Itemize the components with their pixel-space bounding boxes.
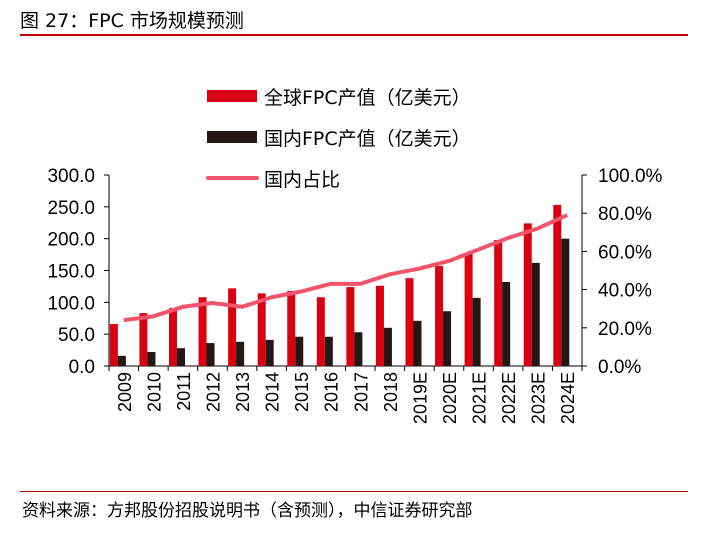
- bar-domestic: [324, 336, 333, 366]
- bar-domestic: [383, 327, 392, 366]
- right-tick-label: 20.0%: [598, 319, 652, 340]
- x-tick-label: 2011: [174, 372, 194, 411]
- bar-global: [435, 266, 444, 366]
- x-tick-label: 2016: [322, 372, 342, 412]
- bar-global: [228, 288, 237, 366]
- bar-global: [346, 287, 355, 366]
- legend-label-share: 国内占比: [264, 169, 340, 191]
- bar-domestic: [176, 348, 185, 366]
- x-tick-label: 2014: [263, 372, 283, 412]
- right-tick-label: 80.0%: [598, 204, 652, 225]
- x-tick-label: 2015: [292, 372, 312, 412]
- bar-domestic: [443, 311, 452, 366]
- bar-domestic: [147, 351, 156, 366]
- footer-divider: [20, 491, 688, 492]
- bar-domestic: [472, 297, 481, 366]
- right-tick-label: 40.0%: [598, 281, 652, 302]
- bar-global: [464, 253, 473, 366]
- bar-domestic: [206, 343, 215, 366]
- bar-global: [375, 285, 384, 366]
- x-tick-label: 2010: [144, 372, 164, 412]
- figure-title: 图 27：FPC 市场规模预测: [20, 10, 244, 32]
- left-tick-label: 50.0: [58, 325, 95, 346]
- x-tick-label: 2024E: [558, 372, 578, 424]
- source-note: 资料来源：方邦股份招股说明书（含预测），中信证券研究部: [22, 501, 473, 521]
- right-tick-label: 60.0%: [598, 242, 652, 263]
- left-tick-label: 150.0: [47, 262, 95, 283]
- bar-domestic: [265, 339, 274, 366]
- left-tick-label: 300.0: [47, 166, 95, 187]
- bar-global: [257, 293, 266, 366]
- x-tick-label: 2012: [203, 372, 223, 412]
- bar-global: [198, 297, 207, 366]
- x-tick-label: 2023E: [529, 372, 549, 424]
- x-tick-label: 2022E: [499, 372, 519, 424]
- bar-domestic: [354, 332, 363, 366]
- bar-global: [553, 204, 562, 366]
- x-tick-label: 2019E: [410, 372, 430, 424]
- bar-global: [405, 278, 414, 366]
- bar-global: [316, 297, 325, 366]
- bar-domestic: [531, 262, 540, 366]
- legend-label-domestic: 国内FPC产值（亿美元）: [264, 128, 471, 150]
- bar-domestic: [236, 341, 245, 366]
- left-tick-label: 200.0: [47, 230, 95, 251]
- line-domestic-share: [123, 213, 569, 323]
- bar-domestic: [295, 336, 304, 366]
- bar-global: [494, 239, 503, 366]
- x-tick-label: 2020E: [440, 372, 460, 424]
- x-tick-label: 2021E: [470, 372, 490, 424]
- bar-global: [523, 223, 532, 366]
- legend-label-global: 全球FPC产值（亿美元）: [264, 87, 471, 109]
- left-tick-label: 100.0: [47, 293, 95, 314]
- bar-domestic: [561, 238, 570, 366]
- left-tick-label: 0.0: [69, 357, 95, 378]
- x-tick-label: 2018: [381, 372, 401, 412]
- bar-global: [109, 323, 118, 366]
- legend-swatch-domestic: [207, 131, 257, 143]
- bar-domestic: [502, 281, 511, 366]
- legend-swatch-global: [207, 90, 257, 102]
- title-divider: [20, 34, 688, 36]
- bar-global: [287, 290, 296, 366]
- x-tick-label: 2009: [115, 372, 135, 412]
- bar-global: [168, 308, 177, 366]
- bar-domestic: [413, 320, 422, 366]
- x-tick-label: 2017: [351, 372, 371, 412]
- x-tick-label: 2013: [233, 372, 253, 412]
- right-tick-label: 0.0%: [598, 357, 641, 378]
- bar-domestic: [117, 355, 126, 366]
- left-tick-label: 250.0: [47, 198, 95, 219]
- bar-global: [139, 313, 148, 366]
- right-tick-label: 100.0%: [598, 166, 663, 187]
